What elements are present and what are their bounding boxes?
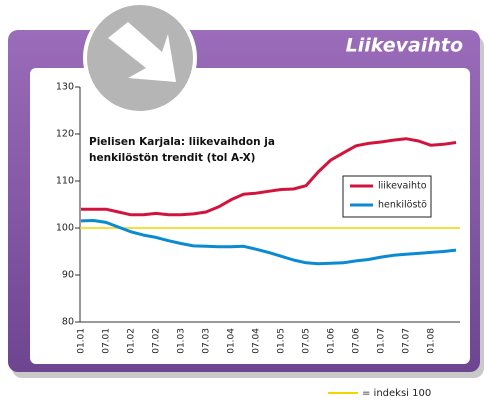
y-tick-label: 130	[56, 82, 74, 93]
icon-arrow	[108, 22, 176, 82]
x-tick-label: 07.03	[202, 328, 212, 354]
y-tick-label: 120	[56, 129, 74, 140]
y-tick-label: 100	[56, 223, 74, 234]
x-tick-label: 07.02	[152, 328, 162, 354]
x-tick-label: 01.01	[77, 328, 87, 354]
legend-label: henkilöstö	[378, 200, 427, 211]
series-line	[81, 137, 457, 217]
y-tick-label: 90	[62, 270, 74, 281]
x-tick-label: 01.03	[177, 328, 187, 354]
x-tick-label: 01.08	[427, 328, 437, 354]
subtitle: Pielisen Karjala: liikevaihdon ja	[89, 136, 275, 148]
x-tick-label: 07.07	[402, 328, 412, 354]
x-tick-label: 07.05	[302, 328, 312, 354]
x-tick-label: 01.04	[227, 328, 237, 354]
x-tick-label: 07.04	[252, 328, 262, 354]
x-tick-label: 01.02	[127, 328, 137, 354]
chart-title: Liikevaihto	[346, 35, 463, 57]
y-tick-label: 80	[62, 317, 74, 328]
reference-label: = indeksi 100	[362, 388, 431, 399]
legend-label: liikevaihto	[378, 181, 427, 192]
series-line	[80, 219, 457, 266]
subtitle: henkilöstön trendit (tol A-X)	[89, 152, 255, 164]
x-tick-label: 01.07	[377, 328, 387, 354]
x-tick-label: 07.01	[102, 328, 112, 354]
panel	[30, 68, 470, 364]
x-tick-label: 07.06	[352, 328, 362, 354]
y-tick-label: 110	[56, 176, 74, 187]
x-tick-label: 01.05	[277, 328, 287, 354]
x-tick-label: 01.06	[327, 328, 337, 354]
legend-box	[342, 175, 432, 218]
